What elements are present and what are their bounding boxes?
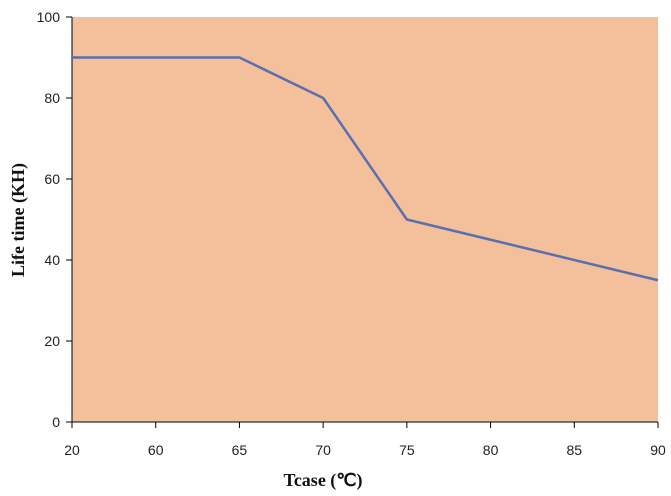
y-tick-label: 80 [44,90,60,106]
x-axis-title: Tcase (℃) [283,470,362,491]
x-tick-label: 90 [650,442,666,458]
x-tick-label: 20 [64,442,80,458]
x-tick-label: 70 [315,442,331,458]
series-line [72,56,659,282]
x-tick-label: 80 [483,442,499,458]
y-tick-label: 100 [37,9,61,25]
plot-area [72,17,658,422]
x-tick-label: 75 [399,442,415,458]
x-tick-label: 65 [232,442,248,458]
y-tick-label: 60 [44,171,60,187]
y-tick-label: 20 [44,333,60,349]
x-tick-label: 85 [566,442,582,458]
y-axis-title: Life time (KH) [8,163,29,277]
y-tick-label: 40 [44,252,60,268]
x-tick-label: 60 [148,442,164,458]
y-tick-label: 0 [52,414,60,430]
